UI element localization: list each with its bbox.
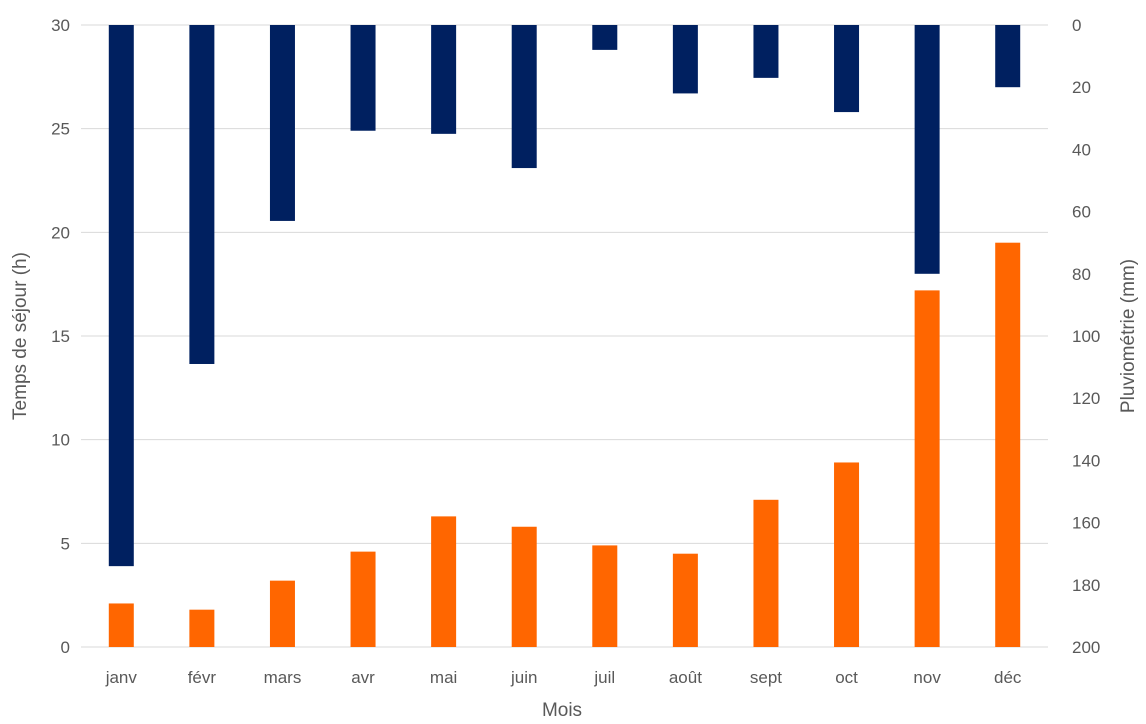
x-tick-label: janv [105, 668, 138, 687]
left-axis-ticks: 0 5 10 15 20 25 30 [51, 16, 70, 657]
left-tick-label: 15 [51, 327, 70, 346]
x-tick-label: juin [510, 668, 537, 687]
residence-bar-juil [592, 545, 618, 647]
rain-bar-avr [350, 25, 376, 131]
residence-bar-oct [834, 462, 860, 647]
rain-bar-juil [592, 25, 618, 50]
rain-bar-déc [995, 25, 1021, 88]
right-tick-label: 0 [1072, 16, 1081, 35]
right-tick-label: 80 [1072, 265, 1091, 284]
rain-bar-août [672, 25, 698, 94]
left-tick-label: 30 [51, 16, 70, 35]
right-tick-label: 100 [1072, 327, 1100, 346]
rain-bar-févr [189, 25, 215, 364]
residence-bar-févr [189, 609, 215, 647]
y-axis-label-right: Pluviométrie (mm) [1118, 259, 1139, 413]
residence-bar-janv [108, 603, 134, 647]
right-tick-label: 20 [1072, 78, 1091, 97]
y-axis-label-left: Temps de séjour (h) [10, 252, 31, 420]
right-tick-label: 180 [1072, 576, 1100, 595]
rain-bar-sept [753, 25, 779, 78]
right-tick-label: 40 [1072, 140, 1091, 159]
right-tick-label: 60 [1072, 203, 1091, 222]
bars [108, 25, 1021, 647]
x-tick-label: sept [750, 668, 782, 687]
right-tick-label: 140 [1072, 451, 1100, 470]
rain-bar-mars [269, 25, 295, 221]
rain-bar-mai [431, 25, 457, 134]
left-tick-label: 25 [51, 120, 70, 139]
rain-bar-oct [834, 25, 860, 113]
residence-bar-avr [350, 551, 376, 647]
residence-bar-juin [511, 526, 537, 647]
gridlines [81, 24, 1048, 648]
x-axis-label: Mois [542, 700, 582, 721]
rain-bar-juin [511, 25, 537, 169]
left-tick-label: 10 [51, 431, 70, 450]
x-tick-label: oct [835, 668, 858, 687]
left-tick-label: 5 [61, 534, 70, 553]
left-tick-label: 20 [51, 223, 70, 242]
right-tick-label: 120 [1072, 389, 1100, 408]
x-axis-ticks: janv févr mars avr mai juin juil août sept oct nov… [105, 668, 1022, 687]
x-tick-label: mars [264, 668, 302, 687]
x-tick-label: févr [188, 668, 217, 687]
rain-bar-janv [108, 25, 134, 567]
residence-bar-mars [269, 580, 295, 647]
x-tick-label: juil [593, 668, 615, 687]
residence-bar-déc [995, 242, 1021, 647]
x-tick-label: mai [430, 668, 457, 687]
residence-bar-nov [914, 290, 940, 647]
right-tick-label: 200 [1072, 638, 1100, 657]
residence-bar-août [672, 553, 698, 647]
residence-bar-mai [431, 516, 457, 647]
residence-bar-sept [753, 499, 779, 647]
x-tick-label: avr [351, 668, 375, 687]
right-axis-ticks: 0 20 40 60 80 100 120 140 160 180 200 [1072, 16, 1100, 657]
x-tick-label: nov [913, 668, 941, 687]
right-tick-label: 160 [1072, 514, 1100, 533]
rain-bar-nov [914, 25, 940, 274]
left-tick-label: 0 [61, 638, 70, 657]
x-tick-label: août [669, 668, 702, 687]
x-tick-label: déc [994, 668, 1022, 687]
